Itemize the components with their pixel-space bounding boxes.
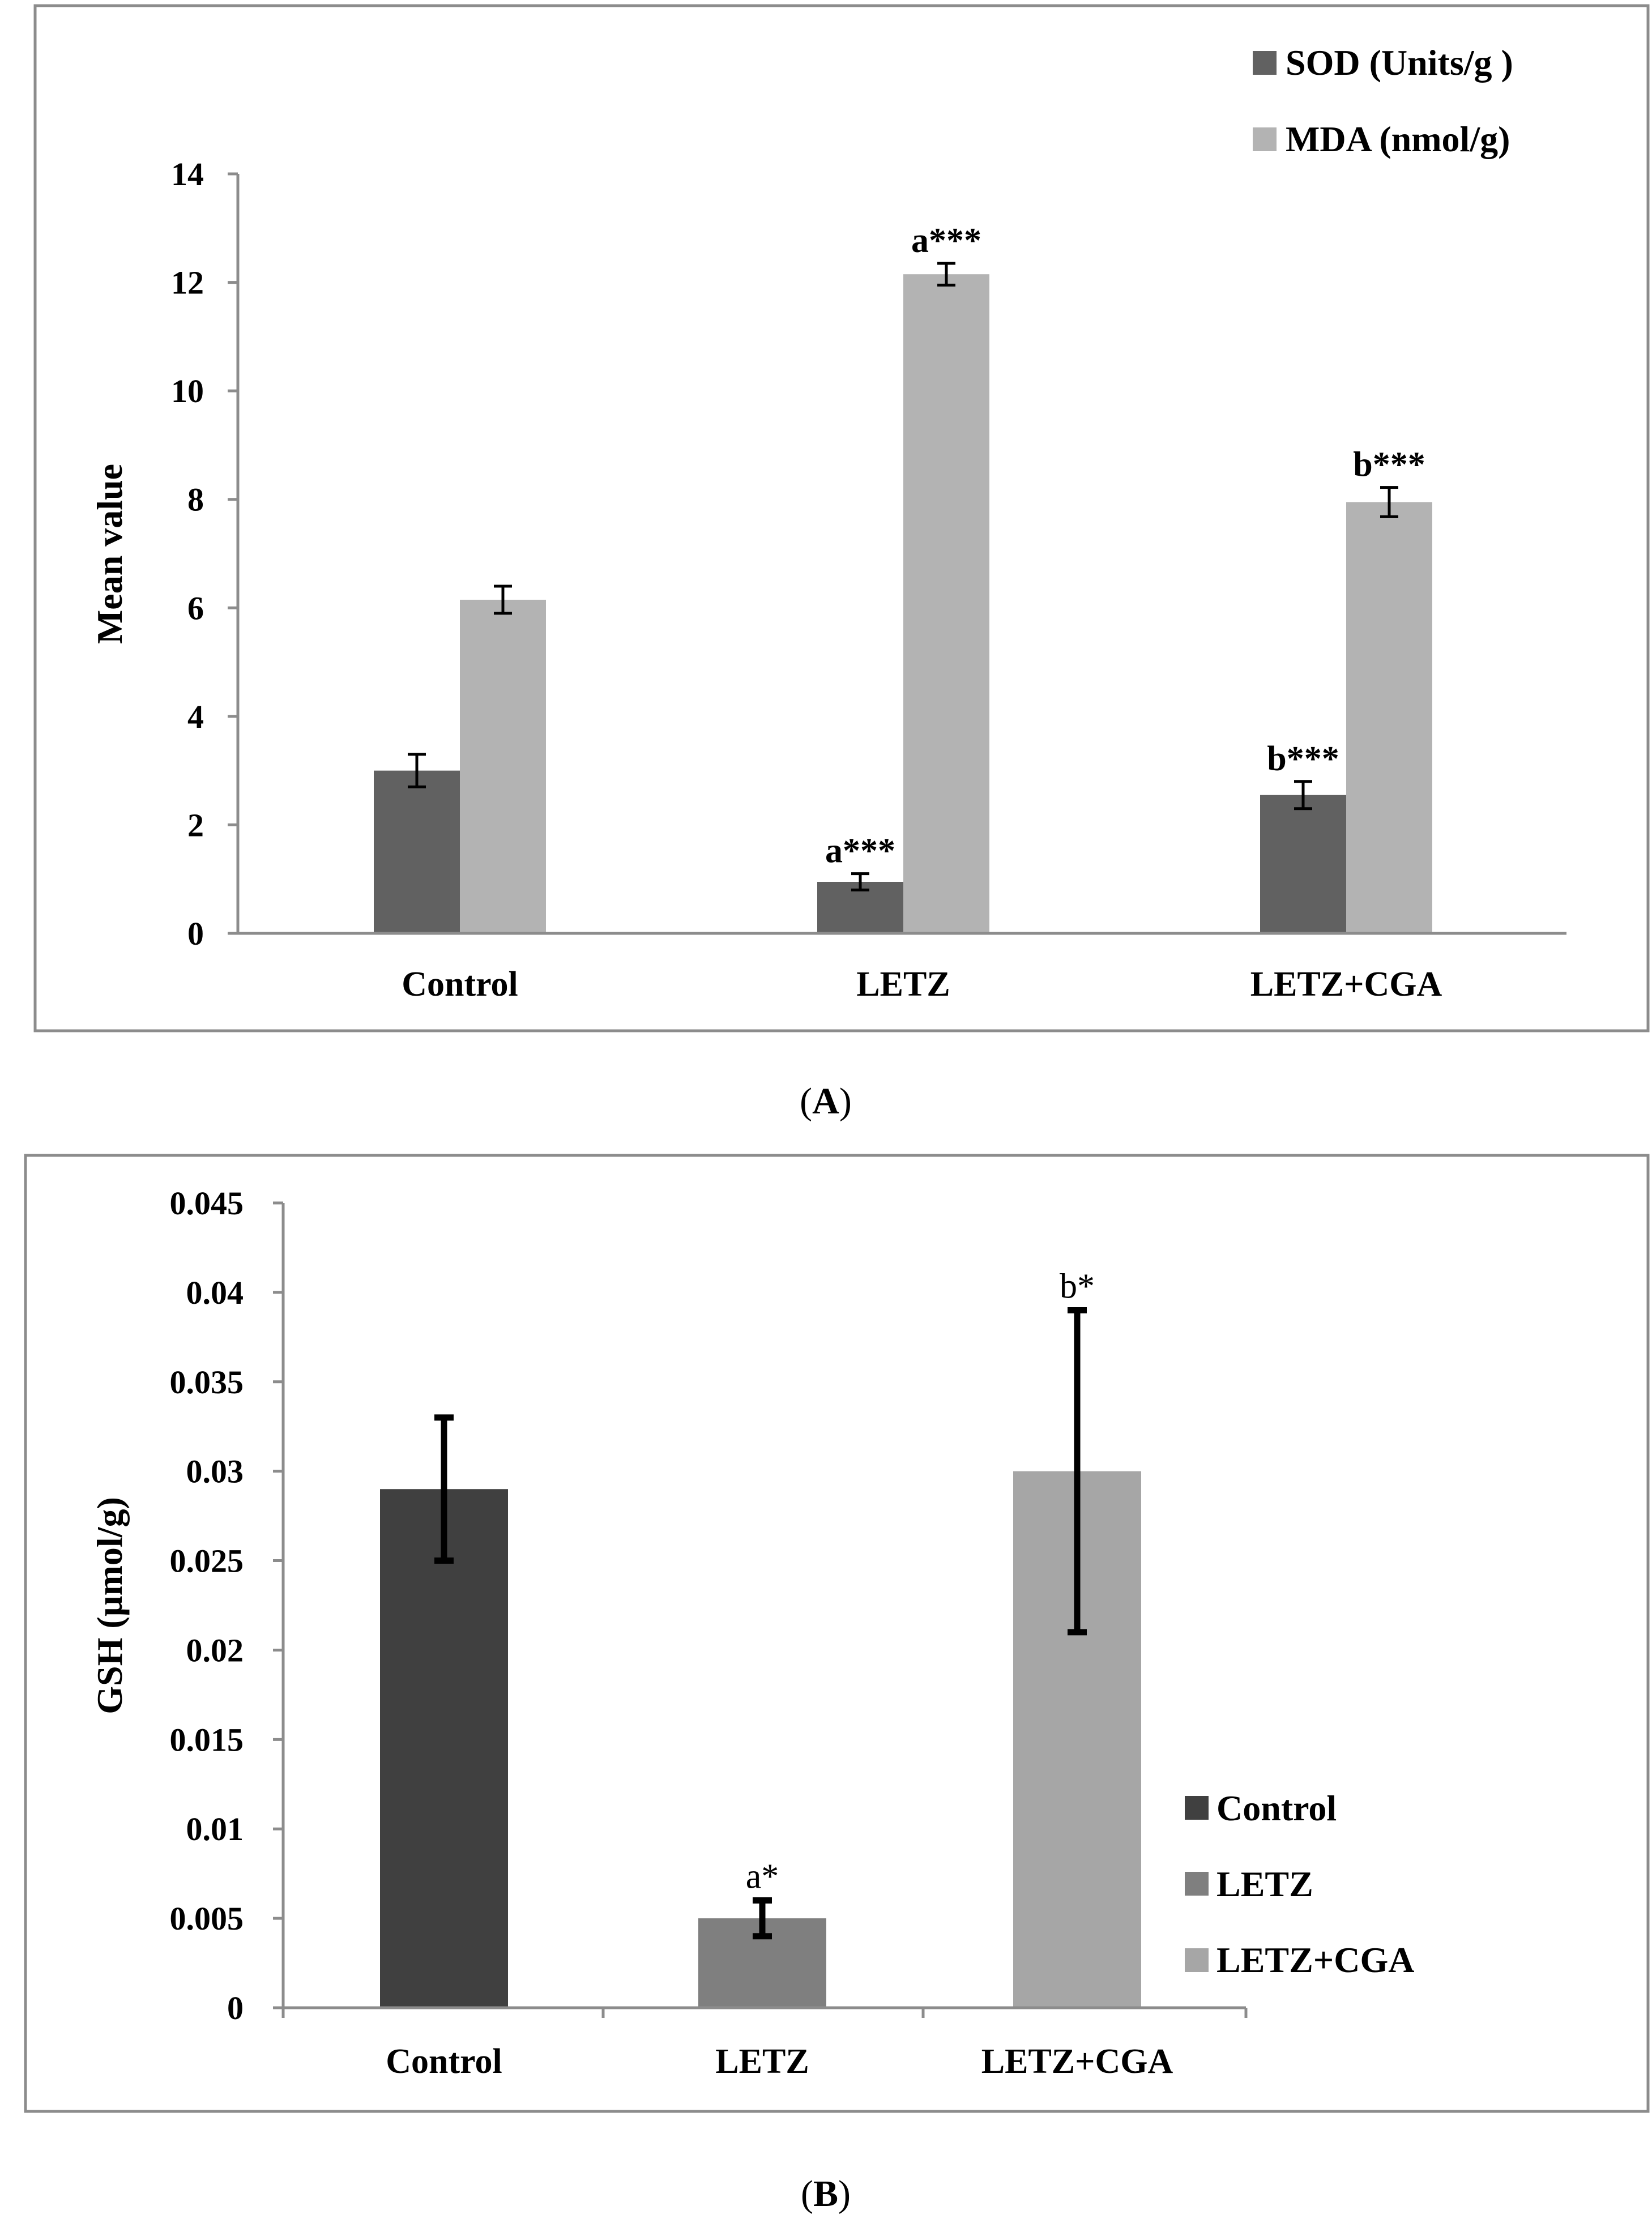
chart-b-bars (380, 1471, 1141, 2008)
chart-a-significance-label: b*** (1267, 740, 1339, 778)
chart-a-bar (903, 274, 989, 933)
chart-a-y-tick-label: 2 (187, 806, 204, 843)
chart-a-category-label: Control (402, 965, 518, 1004)
chart-a-category-label: LETZ+CGA (1250, 965, 1442, 1004)
chart-a: 0 2 4 6 8 10 12 14 a*** a*** b*** b*** Control LETZ… (89, 42, 1566, 1004)
chart-a-y-tick-label: 14 (171, 156, 204, 193)
chart-b-legend: Control LETZ LETZ+CGA (1185, 1788, 1414, 1980)
chart-b-significance-label: b* (1060, 1267, 1095, 1305)
chart-a-bar (1260, 795, 1346, 933)
chart-a-y-tick-label: 10 (171, 373, 204, 409)
chart-b-y-tick-label: 0 (227, 1990, 244, 2026)
chart-a-bar (374, 770, 460, 933)
chart-b-categories: Control LETZ LETZ+CGA (386, 2042, 1173, 2081)
chart-b-annotations: a* b* (746, 1267, 1095, 1896)
chart-b-category-label: LETZ (715, 2042, 809, 2081)
chart-a-frame (33, 4, 1650, 1032)
chart-b: 0 0.005 0.01 0.015 0.02 0.025 0.03 0.035 0.04 0.0… (89, 1185, 1414, 2081)
chart-a-y-ticks: 0 2 4 6 8 10 12 14 (171, 156, 238, 952)
chart-a-y-tick-label: 4 (187, 698, 204, 735)
chart-a-legend: SOD (Units/g ) MDA (nmol/g) (1253, 42, 1513, 159)
legend-swatch-control (1185, 1796, 1209, 1820)
legend-label-letz: LETZ (1216, 1864, 1313, 1904)
chart-b-bar (380, 1489, 508, 2008)
legend-swatch-letz (1185, 1872, 1209, 1896)
chart-a-y-tick-label: 12 (171, 264, 204, 301)
chart-b-x-ticks (281, 2008, 1248, 2018)
chart-b-category-label: LETZ+CGA (981, 2042, 1173, 2081)
chart-b-y-tick-label: 0.015 (170, 1721, 244, 1758)
legend-label-control: Control (1216, 1788, 1337, 1828)
chart-a-annotations: a*** a*** b*** b*** (825, 221, 1425, 870)
chart-a-bar (1346, 502, 1432, 933)
legend-label-mda: MDA (nmol/g) (1286, 119, 1510, 159)
legend-swatch-letz-cga (1185, 1948, 1209, 1972)
chart-b-y-tick-label: 0.04 (186, 1274, 244, 1311)
panel-b-label: (B) (801, 2173, 851, 2214)
chart-b-category-label: Control (386, 2042, 502, 2081)
chart-b-y-tick-label: 0.03 (186, 1453, 244, 1490)
chart-a-y-axis-title: Mean value (89, 464, 130, 644)
legend-swatch-mda (1253, 127, 1277, 151)
chart-a-bar (460, 599, 546, 933)
chart-a-error-bars (408, 262, 1398, 891)
chart-a-significance-label: a*** (825, 832, 895, 870)
chart-b-frame (24, 1154, 1650, 2113)
chart-b-y-tick-label: 0.005 (170, 1900, 244, 1937)
chart-a-significance-label: a*** (911, 221, 981, 260)
chart-b-significance-label: a* (746, 1858, 779, 1896)
chart-a-y-tick-label: 8 (187, 481, 204, 518)
chart-a-categories: Control LETZ LETZ+CGA (402, 965, 1442, 1004)
chart-a-y-tick-label: 6 (187, 590, 204, 626)
chart-a-significance-label: b*** (1353, 446, 1425, 484)
chart-a-bars (374, 274, 1432, 933)
panel-a-label: (A) (800, 1081, 852, 1122)
chart-b-y-tick-label: 0.02 (186, 1632, 244, 1668)
chart-b-y-ticks: 0 0.005 0.01 0.015 0.02 0.025 0.03 0.035 0.04 0.0… (170, 1185, 283, 2026)
chart-a-y-tick-label: 0 (187, 915, 204, 952)
chart-b-y-tick-label: 0.025 (170, 1543, 244, 1580)
chart-b-y-tick-label: 0.01 (186, 1811, 244, 1847)
chart-b-y-axis-title: GSH (µmol/g) (89, 1497, 130, 1714)
chart-a-category-label: LETZ (856, 965, 950, 1004)
chart-b-y-tick-label: 0.045 (170, 1185, 244, 1222)
legend-label-sod: SOD (Units/g ) (1286, 42, 1513, 83)
legend-swatch-sod (1253, 51, 1277, 75)
chart-b-error-bars (434, 1307, 1087, 1940)
legend-label-letz-cga: LETZ+CGA (1216, 1940, 1414, 1980)
chart-b-y-tick-label: 0.035 (170, 1364, 244, 1401)
